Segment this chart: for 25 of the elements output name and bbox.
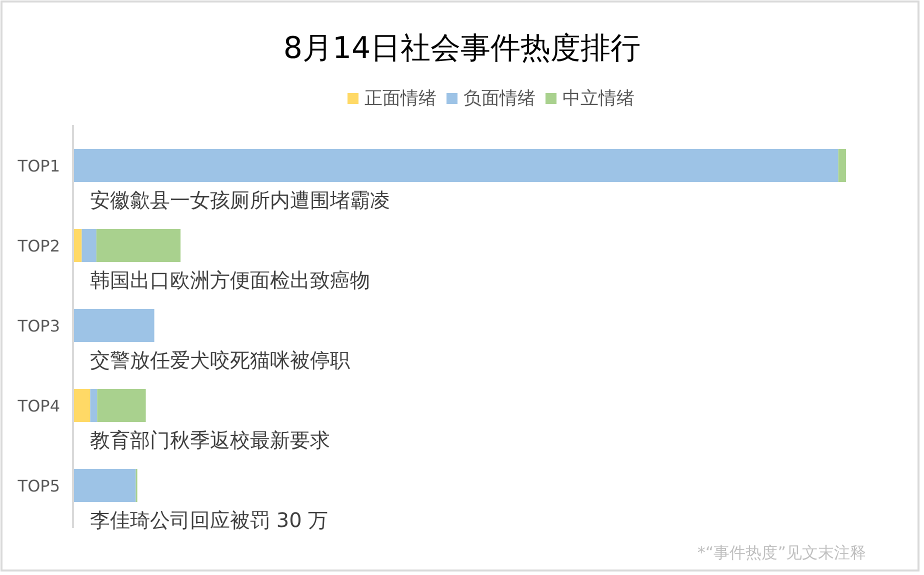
y-tick-label: TOP2: [16, 236, 60, 256]
y-tick-label: TOP5: [16, 476, 60, 496]
annotation: 韩国出口欧洲方便面检出致癌物: [90, 268, 370, 292]
legend-label: 正面情绪: [364, 88, 436, 109]
bar: [96, 229, 181, 262]
y-tick-label: TOP3: [16, 316, 60, 336]
text: *“事件热度”见文末注释: [697, 543, 866, 562]
bar: [74, 229, 82, 262]
chart-title: 8月14日社会事件热度排行: [283, 31, 641, 66]
bar: [82, 229, 96, 262]
bar: [90, 389, 98, 422]
bar: [74, 149, 838, 182]
legend-label: 中立情绪: [562, 88, 634, 109]
annotation: 教育部门秋季返校最新要求: [90, 428, 330, 452]
y-tick-label: TOP1: [16, 156, 60, 176]
bar: [97, 389, 146, 422]
bar: [74, 309, 154, 342]
bar: [74, 389, 90, 422]
annotation: 安徽歙县一女孩厕所内遭围堵霸凌: [90, 188, 390, 212]
y-tick-label: TOP4: [16, 396, 60, 416]
annotation: 李佳琦公司回应被罚 30 万: [90, 508, 328, 532]
bar: [74, 469, 136, 502]
bar: [838, 149, 846, 182]
annotation: 交警放任爱犬咬死猫咪被停职: [90, 348, 350, 372]
legend-label: 负面情绪: [464, 88, 536, 109]
